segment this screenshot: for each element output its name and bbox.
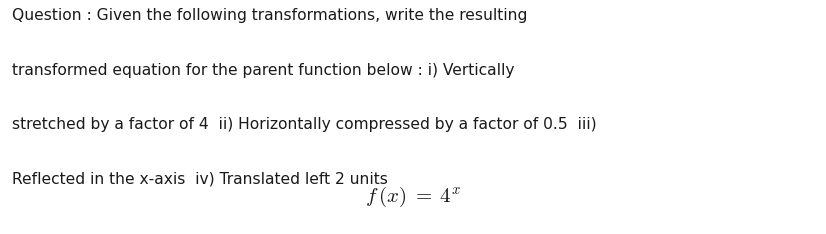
Text: $f\,(x)\; =\; 4^x$: $f\,(x)\; =\; 4^x$	[365, 185, 461, 209]
Text: Question : Given the following transformations, write the resulting: Question : Given the following transform…	[12, 8, 528, 23]
Text: transformed equation for the parent function below : i) Vertically: transformed equation for the parent func…	[12, 63, 515, 78]
Text: stretched by a factor of 4  ii) Horizontally compressed by a factor of 0.5  iii): stretched by a factor of 4 ii) Horizonta…	[12, 117, 596, 132]
Text: Reflected in the x-axis  iv) Translated left 2 units: Reflected in the x-axis iv) Translated l…	[12, 171, 388, 186]
